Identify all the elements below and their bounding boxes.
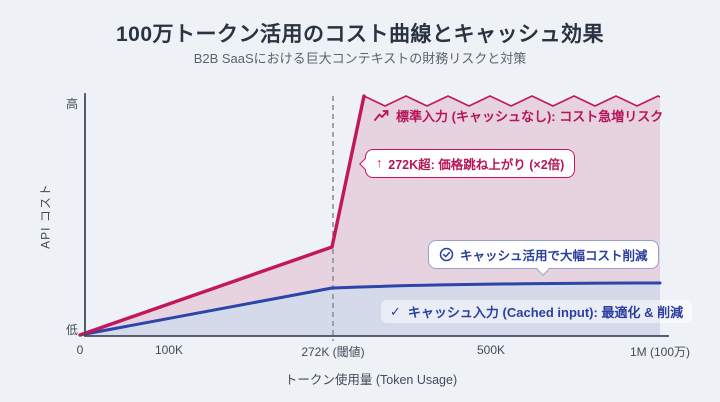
x-axis-label: トークン使用量 (Token Usage) [284, 373, 458, 387]
standard-input-annotation-label: 標準入力 (キャッシュなし): コスト急増リスク [396, 109, 664, 124]
standard-input-line [78, 94, 366, 337]
x-tick-1m: 1M (100万) [629, 345, 691, 359]
cached-input-annotation: ✓ キャッシュ入力 (Cached input): 最適化 & 削減 [381, 300, 693, 323]
cached-input-annotation-label: キャッシュ入力 (Cached input): 最適化 & 削減 [407, 305, 684, 320]
standard-input-annotation: 標準入力 (キャッシュなし): コスト急増リスク [374, 106, 663, 125]
x-tick-500k: 500K [476, 343, 506, 357]
y-tick-low: 低 [65, 323, 78, 337]
check-icon: ✓ [390, 304, 401, 319]
cache-savings-label: キャッシュ活用で大幅コスト削減 [460, 249, 648, 263]
y-tick-high: 高 [65, 97, 78, 111]
trending-up-icon [374, 109, 389, 121]
threshold-badge-label: 272K超: 価格跳ね上がり (×2倍) [388, 158, 565, 172]
page-subtitle: B2B SaaSにおける巨大コンテキストの財務リスクと対策 [193, 51, 527, 66]
x-tick-272k-threshold: 272K (閾値) [301, 345, 365, 359]
y-axis-label: API コスト [38, 183, 53, 249]
cached-input-line [78, 281, 662, 337]
cache-savings-bubble: キャッシュ活用で大幅コスト削減 [428, 240, 659, 276]
axes [84, 93, 669, 337]
page-title: 100万トークン活用のコスト曲線とキャッシュ効果 [115, 23, 605, 46]
x-tick-100k: 100K [154, 343, 184, 357]
x-tick-0: 0 [76, 343, 84, 357]
arrow-up-icon: ↑ [376, 156, 383, 171]
threshold-badge: ↑ 272K超: 価格跳ね上がり (×2倍) [358, 149, 576, 178]
standard-clipped-top-edge [363, 95, 661, 107]
check-circle-icon [439, 247, 454, 262]
